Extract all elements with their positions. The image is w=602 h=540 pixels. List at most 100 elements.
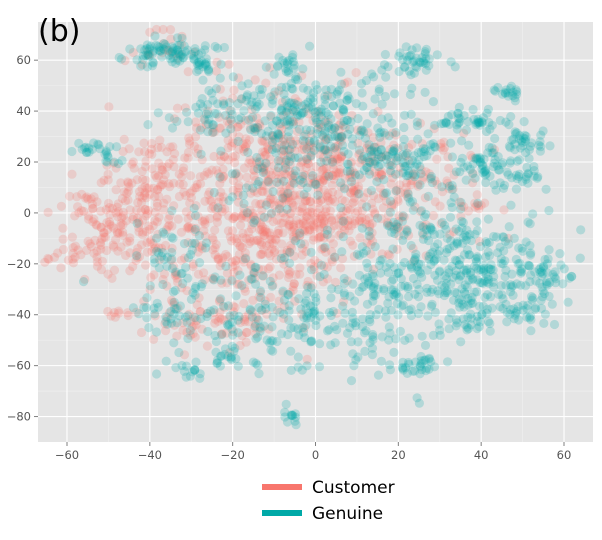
data-point-genuine bbox=[239, 106, 249, 116]
data-point-customer bbox=[257, 205, 267, 215]
data-point-genuine bbox=[267, 99, 277, 109]
data-point-genuine bbox=[364, 169, 375, 179]
data-point-genuine bbox=[201, 238, 211, 248]
data-point-genuine bbox=[483, 214, 493, 224]
data-point-genuine bbox=[142, 40, 152, 50]
data-point-genuine bbox=[423, 191, 433, 201]
data-point-customer bbox=[260, 226, 270, 236]
data-point-genuine bbox=[282, 57, 292, 67]
data-point-customer bbox=[255, 161, 265, 172]
data-point-customer bbox=[209, 127, 219, 137]
data-point-genuine bbox=[454, 117, 465, 127]
data-point-customer bbox=[276, 187, 286, 197]
data-point-customer bbox=[165, 182, 175, 192]
data-point-customer bbox=[233, 266, 243, 276]
data-point-customer bbox=[285, 209, 295, 219]
data-point-genuine bbox=[511, 184, 521, 194]
data-point-customer bbox=[404, 156, 414, 166]
data-point-genuine bbox=[489, 180, 499, 190]
data-point-genuine bbox=[523, 178, 533, 188]
data-point-genuine bbox=[242, 208, 252, 218]
data-point-customer bbox=[326, 225, 336, 235]
data-point-customer bbox=[179, 350, 190, 360]
data-point-customer bbox=[184, 224, 194, 234]
data-point-customer bbox=[316, 219, 327, 229]
data-point-genuine bbox=[392, 298, 402, 309]
data-point-customer bbox=[249, 171, 259, 181]
data-point-customer bbox=[235, 241, 245, 251]
data-point-customer bbox=[256, 323, 266, 333]
data-point-genuine bbox=[380, 306, 391, 316]
data-point-genuine bbox=[490, 154, 500, 165]
data-point-customer bbox=[222, 268, 232, 278]
data-point-genuine bbox=[426, 171, 436, 182]
data-point-genuine bbox=[262, 335, 272, 345]
data-point-customer bbox=[377, 152, 387, 162]
data-point-customer bbox=[467, 153, 477, 163]
data-point-genuine bbox=[451, 167, 461, 177]
data-point-genuine bbox=[323, 122, 333, 132]
data-point-customer bbox=[418, 230, 428, 240]
data-point-customer bbox=[330, 142, 341, 152]
data-point-genuine bbox=[209, 275, 219, 285]
data-point-customer bbox=[159, 269, 169, 279]
data-point-genuine bbox=[273, 156, 283, 166]
data-point-customer bbox=[215, 307, 225, 317]
data-point-customer bbox=[212, 212, 222, 222]
data-point-genuine bbox=[407, 45, 417, 55]
data-point-customer bbox=[56, 201, 66, 211]
data-point-customer bbox=[123, 310, 133, 321]
data-point-customer bbox=[219, 151, 229, 161]
data-point-genuine bbox=[254, 303, 264, 313]
data-point-genuine bbox=[136, 44, 146, 54]
data-point-genuine bbox=[226, 353, 236, 363]
data-point-customer bbox=[276, 218, 286, 228]
data-point-genuine bbox=[339, 278, 349, 289]
data-point-genuine bbox=[374, 260, 384, 270]
data-point-customer bbox=[163, 222, 173, 232]
data-point-customer bbox=[258, 137, 268, 147]
data-point-genuine bbox=[376, 145, 386, 155]
data-point-customer bbox=[290, 190, 300, 200]
data-point-customer bbox=[385, 250, 395, 260]
data-point-genuine bbox=[468, 104, 478, 115]
data-point-genuine bbox=[407, 83, 417, 93]
data-point-customer bbox=[162, 194, 172, 204]
data-point-customer bbox=[125, 248, 135, 258]
data-point-customer bbox=[222, 116, 232, 126]
data-point-customer bbox=[289, 117, 299, 127]
data-point-genuine bbox=[272, 116, 282, 126]
data-point-customer bbox=[118, 220, 128, 230]
data-point-customer bbox=[246, 188, 256, 198]
data-point-customer bbox=[92, 252, 102, 262]
data-point-genuine bbox=[179, 366, 189, 376]
data-point-customer bbox=[182, 286, 192, 296]
data-point-customer bbox=[199, 268, 209, 278]
data-point-customer bbox=[221, 249, 231, 260]
data-point-customer bbox=[306, 216, 316, 226]
data-point-customer bbox=[121, 216, 131, 226]
data-point-customer bbox=[310, 177, 320, 187]
data-point-customer bbox=[401, 224, 411, 234]
data-point-genuine bbox=[189, 55, 199, 65]
data-point-customer bbox=[154, 171, 164, 181]
data-point-genuine bbox=[302, 361, 312, 371]
data-point-genuine bbox=[510, 129, 521, 139]
data-point-genuine bbox=[473, 265, 483, 275]
data-point-customer bbox=[150, 192, 160, 202]
data-point-customer bbox=[235, 340, 245, 351]
data-point-genuine bbox=[328, 101, 338, 111]
data-point-customer bbox=[265, 154, 275, 164]
data-point-genuine bbox=[524, 153, 534, 164]
data-point-customer bbox=[313, 186, 323, 196]
data-point-customer bbox=[208, 274, 218, 284]
data-point-customer bbox=[197, 155, 207, 165]
data-point-customer bbox=[295, 230, 305, 240]
data-point-customer bbox=[288, 191, 298, 201]
data-point-customer bbox=[143, 50, 153, 60]
data-point-customer bbox=[316, 123, 327, 133]
data-point-customer bbox=[268, 273, 278, 283]
data-point-customer bbox=[353, 138, 363, 148]
data-point-genuine bbox=[444, 119, 455, 129]
